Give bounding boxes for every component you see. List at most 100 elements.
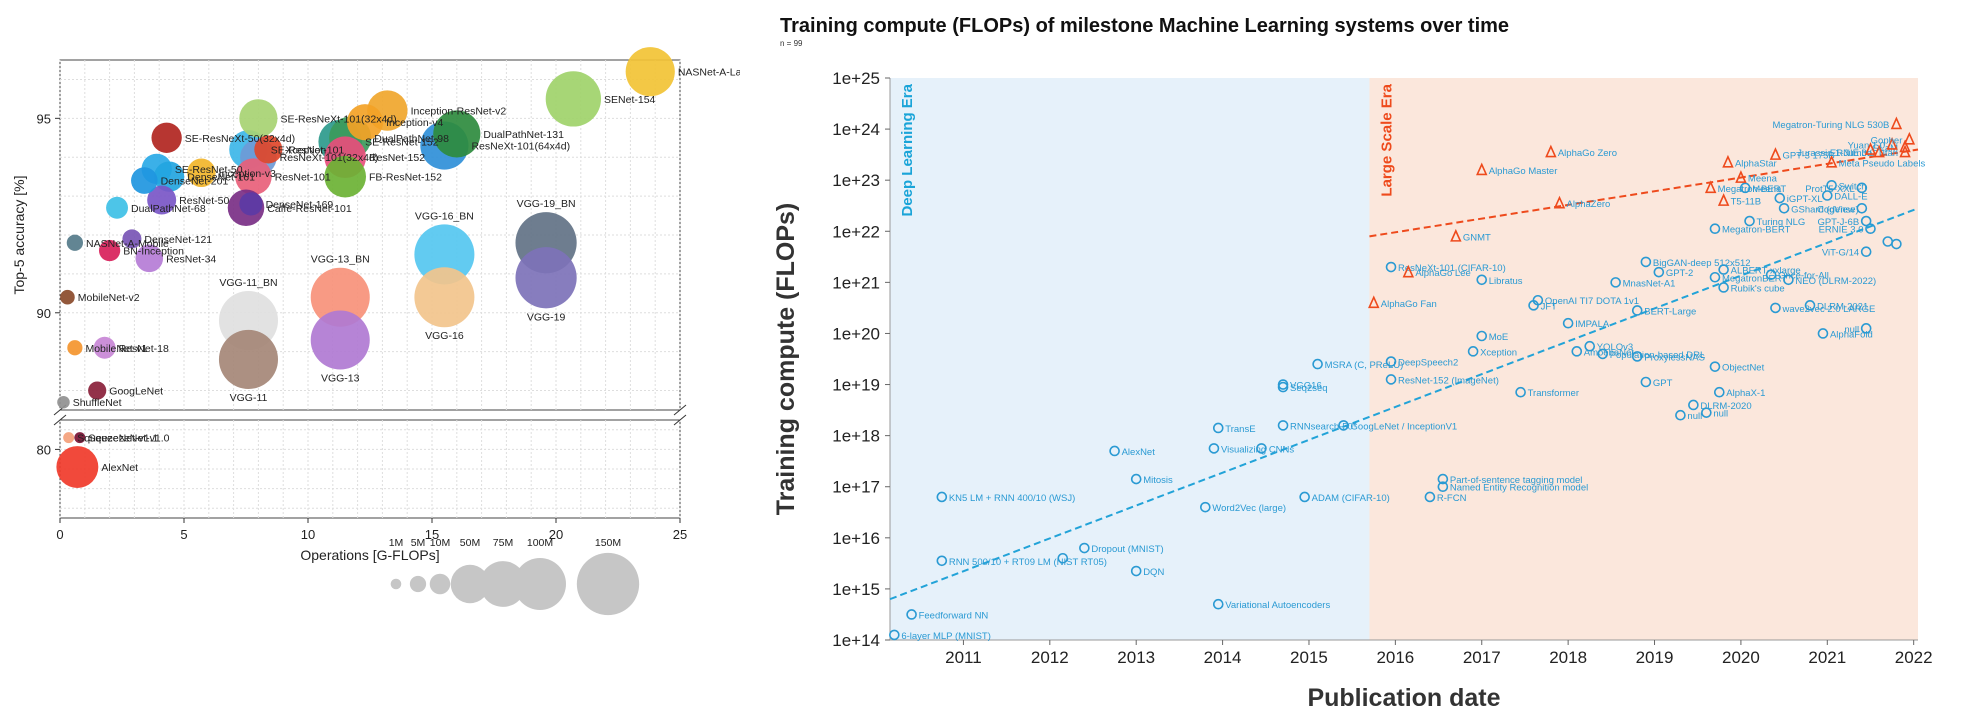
point-dlrm-2021 [1804,300,1816,311]
point-glam [1899,139,1911,153]
bubble-label-se-resnext-50-32x4d: SE-ResNeXt-50(32x4d) [185,133,295,145]
point-msra-c-prelu [1312,358,1323,370]
point-label-gpt: GPT [1653,378,1673,389]
point-rnn-500-10-rt09-lm-nist-rt05 [936,555,948,567]
x-tick-label: 10 [301,527,315,542]
point-albert-xxlarge [1718,264,1729,275]
point-label-yuan-1-0: Yuan 1.0 [1848,140,1886,151]
right-training-compute-chart: Training compute (FLOPs) of milestone Ma… [772,15,1933,712]
point-label-alphago-master: AlphaGo Master [1489,166,1558,177]
point-label-mitosis: Mitosis [1143,475,1173,486]
y-tick-label: 1e+16 [832,529,880,548]
x-tick-label: 5 [180,527,187,542]
bubble-label-se-resnet-101: SE-ResNet-101 [271,144,345,156]
point-label-rnnsearch-50: RNNsearch-50* [1290,421,1357,432]
y-axis-title: Training compute (FLOPs) [772,203,800,516]
size-legend-bubble [429,573,451,595]
point-jurassic-1-jumbo [1873,144,1885,158]
bubble-label-dualpathnet-98: DualPathNet-98 [374,133,449,145]
point-rubik-s-cube [1718,282,1729,293]
x-tick-label: 2013 [1117,648,1155,667]
point-label-jurassic-1-jumbo: Jurassic-1-Jumbo [1797,148,1872,159]
bubble-label-resnext-101-32x4d: ResNeXt-101(32x4d) [280,152,379,164]
x-tick-label: 2015 [1290,648,1328,667]
point-part-of-sentence-tagging-model [1437,473,1449,485]
point-alphago-fan [1368,295,1380,309]
era-label-deep-learning-era: Deep Learning Era [899,83,916,216]
bubble-resnet-34 [135,244,164,273]
bubble-label-squeezenet-v1-1: SqueezeNet-v1.1 [77,433,158,445]
x-axis-title: Publication date [1307,684,1500,712]
point-alphastar [1722,154,1734,168]
bubble-densenet-161 [153,161,185,192]
point-6-layer-mlp-mnist [889,629,900,641]
point-label-megatron-bert: Megatron-BERT [1722,225,1791,236]
point-mnasnet-a1 [1610,277,1621,288]
point-impala [1562,317,1574,329]
bubble-bn-inception [98,239,121,262]
bubble-label-inception-v3: Inception-v3 [219,168,276,180]
bubble-label-se-resnext-101-32x4d: SE-ResNeXt-101(32x4d) [281,113,397,125]
point-meena [1739,182,1751,194]
point-label-adam-cifar-10: ADAM (CIFAR-10) [1312,493,1390,504]
point-gopher [1903,131,1916,145]
point-megatron-turing-nlg-530b [1890,116,1903,130]
point-label-dropout-mnist: Dropout (MNIST) [1091,544,1163,555]
point-once-for-all [1765,269,1777,281]
point-alphazero [1553,195,1566,209]
bubble-label-fb-resnet-152: FB-ResNet-152 [369,172,442,184]
x-tick-label: 20 [549,527,563,542]
point-unlabeled [1256,443,1267,454]
x-tick-label: 2014 [1204,648,1242,667]
bubble-label-googlenet: GoogLeNet [109,386,163,398]
bubble-label-nasnet-a-mobile: NASNet-A-Mobile [86,238,169,250]
y-tick-label: 1e+21 [832,273,880,292]
y-tick-label: 1e+22 [832,222,880,241]
point-label-bert-large: BERT-Large [1644,306,1696,317]
point-alphax-1 [1714,386,1725,398]
point-dall-e [1821,190,1833,201]
point-bert-large [1631,305,1643,316]
point-label-megatronbert: MegatronBERT [1722,273,1787,284]
point-label-jft: JFT [1541,301,1558,312]
point-label-alphago-zero: AlphaGo Zero [1558,148,1617,159]
size-legend-label: 75M [493,537,513,549]
bubble-vgg-16-bn [414,224,475,285]
point-label-switch: Switch [1839,181,1867,192]
bubble-resnet-101 [235,158,272,195]
point-label-alphago-fan: AlphaGo Fan [1381,299,1437,310]
point-alphafold [1817,328,1829,339]
point-alexnet [1109,445,1120,457]
point-label-alphafold: AlphaFold [1830,329,1873,340]
point-label-seq2seq: Seq2seq [1290,383,1328,394]
point-null [1701,407,1712,418]
point-label-vgg16: VGG16 [1290,381,1322,392]
point-label-turing-nlg: Turing NLG [1757,217,1806,228]
point-jft [1528,300,1539,311]
bubble-googlenet [88,381,107,400]
point-label-objectnet: ObjectNet [1722,363,1765,374]
point-label-yolov3: YOLOv3 [1597,342,1633,353]
point-yolov3 [1584,340,1596,352]
point-label-rnn-500-10-rt09-lm-nist-rt05: RNN 500/10 + RT09 LM (NIST RT05) [949,557,1107,568]
point-label-gpt-3-175b: GPT-3 175B [1782,151,1834,162]
point-dlrm-2020 [1688,399,1699,411]
bubble-inception-v4 [346,104,384,141]
axis-break-mark [53,414,67,426]
point-rnnsearch-50 [1277,420,1289,431]
point-amoebanet [1571,346,1583,357]
point-libratus [1476,274,1488,286]
era-label-large-scale-era: Large Scale Era [1378,83,1395,196]
bubble-label-se-resnet-152: SE-ResNet-152 [365,137,439,149]
bubble-label-inception-v4: Inception-v4 [386,117,443,129]
x-tick-label: 2021 [1808,648,1846,667]
bubble-label-densenet-169: DenseNet-169 [266,199,334,211]
point-turing-nlg [1744,215,1755,227]
point-label-gpt-2: GPT-2 [1666,268,1693,279]
bubble-squeezenet-v1-1 [63,432,75,444]
point-label-googlenet-inceptionv1: GoogLeNet / InceptionV1 [1351,421,1458,432]
bubble-fb-resnet-152 [324,155,367,198]
point-prott5-xxl [1856,182,1868,194]
point-population-based-drl [1597,348,1608,360]
chart-subtitle: n = 99 [780,39,803,48]
